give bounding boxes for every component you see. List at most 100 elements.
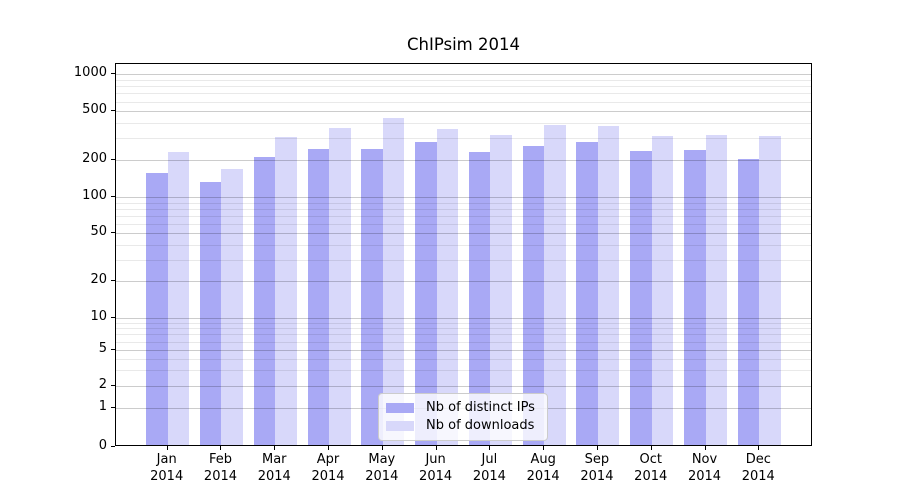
x-tick-label-dec: Dec 2014 [726,452,790,485]
legend-label-ips: Nb of distinct IPs [426,400,535,415]
y-tick-label-100: 100 [82,188,107,203]
bar-downloads-oct [651,136,674,445]
x-tick-month: Dec [745,452,771,467]
x-tick-year: 2014 [257,468,291,484]
y-tick-500 [111,110,115,112]
x-tick-jun [435,446,437,450]
gridline-minor-700 [116,93,811,95]
bar-downloads-jun [436,129,459,445]
x-tick-year: 2014 [203,468,238,484]
legend-label-downloads: Nb of downloads [426,418,535,433]
legend-row-downloads: Nb of downloads [386,418,541,434]
gridline-minor-70 [116,215,811,217]
gridline-major-20 [116,281,811,283]
y-tick-label-0: 0 [98,438,107,453]
gridline-major-200 [116,160,811,162]
x-tick-year: 2014 [472,468,506,484]
y-tick-label-500: 500 [82,102,107,118]
x-tick-year: 2014 [419,468,453,484]
y-tick-20 [111,280,115,282]
gridline-minor-900 [116,79,811,81]
bar-ips-jun [415,141,437,445]
x-tick-label-nov: Nov 2014 [673,452,737,485]
bar-ips-jan [146,173,168,445]
x-tick-may [381,446,383,450]
bar-downloads-dec [759,136,781,445]
gridline-major-5 [116,350,811,352]
bar-ips-may [361,149,383,445]
x-tick-month: Feb [208,452,232,467]
x-tick-year: 2014 [634,468,668,484]
x-tick-label-aug: Aug 2014 [511,452,575,485]
gridline-minor-400 [116,123,811,125]
x-tick-month: Aug [530,452,556,467]
gridline-major-100 [116,197,811,198]
gridline-minor-40 [116,245,811,247]
y-tick-50 [111,232,115,234]
gridline-minor-300 [116,138,811,140]
y-tick-label-200: 200 [82,151,107,167]
plot-area [115,63,812,446]
y-tick-100 [111,196,115,197]
gridline-minor-30 [116,260,811,262]
bar-downloads-mar [275,137,297,445]
x-tick-label-may: May 2014 [350,452,414,485]
chart-title: ChIPsim 2014 [407,35,520,54]
x-tick-label-jun: Jun 2014 [404,452,468,485]
y-tick-2 [111,385,115,386]
gridline-minor-7 [116,334,811,336]
x-tick-label-jan: Jan 2014 [135,452,199,485]
x-tick-year: 2014 [365,468,399,484]
legend-swatch-ips [386,402,414,414]
bar-downloads-sep [597,125,620,445]
x-tick-label-apr: Apr 2014 [296,452,360,485]
y-tick-label-10: 10 [90,308,107,324]
x-tick-year: 2014 [526,468,560,484]
x-tick-month: Sep [584,452,610,467]
bar-ips-sep [576,141,598,445]
x-tick-year: 2014 [687,468,722,484]
bar-downloads-nov [705,134,727,445]
x-tick-month: Apr [316,452,340,467]
x-tick-sep [596,446,598,450]
bar-downloads-jul [490,135,512,445]
bar-downloads-jan [167,151,190,445]
y-tick-label-20: 20 [90,272,107,288]
gridline-minor-60 [116,223,811,225]
y-tick-1000 [111,73,115,75]
bar-downloads-aug [544,125,566,445]
x-tick-feb [220,446,222,450]
x-tick-month: Jan [156,452,177,467]
gridline-minor-3 [116,370,811,372]
x-tick-month: Jul [481,452,498,467]
gridline-major-2 [116,386,811,387]
y-tick-label-1: 1 [98,399,107,415]
x-tick-label-oct: Oct 2014 [619,452,683,485]
x-tick-year: 2014 [580,468,614,484]
y-tick-5 [111,349,115,351]
bar-ips-oct [630,151,652,445]
bar-ips-nov [684,150,706,445]
gridline-minor-6 [116,341,811,343]
bar-ips-aug [522,146,545,445]
y-tick-1 [111,407,115,409]
x-tick-label-feb: Feb 2014 [188,452,252,485]
y-tick-label-1000: 1000 [73,65,107,81]
gridline-minor-4 [116,358,811,360]
bar-ips-apr [307,149,330,445]
bar-downloads-feb [221,168,243,445]
x-tick-month: May [368,452,396,467]
x-tick-nov [704,446,706,450]
x-tick-label-jul: Jul 2014 [457,452,521,485]
x-tick-year: 2014 [311,468,345,484]
x-tick-month: Jun [425,452,446,467]
y-tick-label-2: 2 [98,377,107,392]
legend: Nb of distinct IPs Nb of downloads [378,393,548,441]
x-tick-jul [489,446,491,450]
gridline-minor-90 [116,202,811,204]
x-tick-apr [328,446,330,450]
x-tick-month: Oct [639,452,662,467]
y-tick-0 [111,446,115,447]
x-tick-aug [543,446,545,450]
